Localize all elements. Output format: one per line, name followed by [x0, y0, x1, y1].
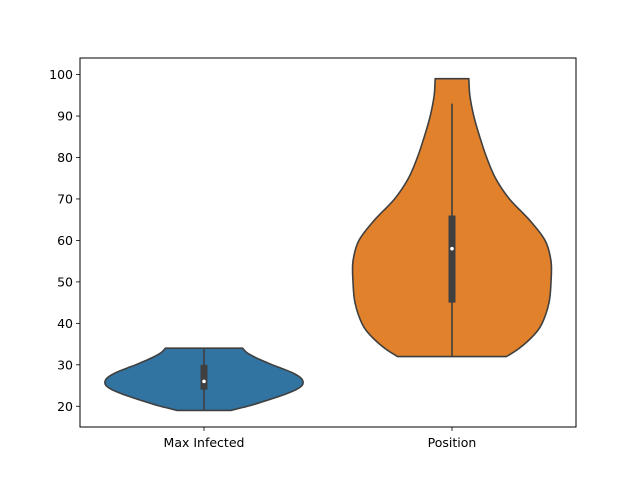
violin-median-point — [202, 379, 206, 384]
y-tick-label: 30 — [57, 357, 73, 372]
y-axis: 20 30 40 50 60 70 80 90 100 — [49, 67, 80, 414]
x-axis: Max Infected Position — [164, 427, 477, 450]
violins-group — [104, 77, 553, 412]
y-tick-label: 60 — [57, 233, 73, 248]
y-tick-label: 80 — [57, 150, 73, 165]
plot-frame — [79, 57, 577, 428]
violin-iqr-box — [200, 364, 208, 390]
y-tick-label: 70 — [57, 191, 73, 206]
y-tick-label: 100 — [49, 67, 73, 82]
x-tick-label: Max Infected — [164, 435, 245, 450]
y-tick-label: 90 — [57, 109, 73, 124]
x-tick-label: Position — [428, 435, 477, 450]
violin-median-point — [450, 246, 454, 251]
y-tick-label: 40 — [57, 316, 73, 331]
y-tick-label: 50 — [57, 274, 73, 289]
violin-iqr-box — [448, 215, 456, 303]
y-tick-label: 20 — [57, 399, 73, 414]
